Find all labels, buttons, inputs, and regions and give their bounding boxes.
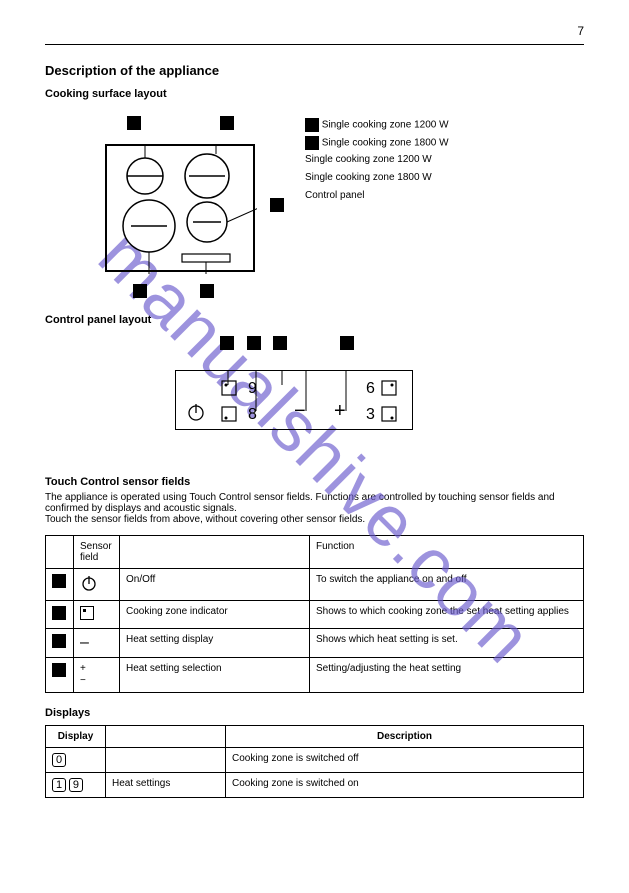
callout-box-4 xyxy=(133,284,147,298)
hob-outline xyxy=(105,144,255,272)
page-number: 7 xyxy=(45,0,584,44)
subsection-displays: Displays xyxy=(45,707,584,719)
svg-text:−: − xyxy=(294,400,306,422)
touch-desc: The appliance is operated using Touch Co… xyxy=(45,492,584,525)
svg-text:8: 8 xyxy=(248,406,257,423)
subsection-touch: Touch Control sensor fields xyxy=(45,476,584,488)
panel-callout-4 xyxy=(340,336,354,350)
displays-table: Display Description 0 Cooking zone is sw… xyxy=(45,725,584,798)
svg-text:9: 9 xyxy=(248,380,257,397)
disp-row-2: 1 9 Heat settings Cooking zone is switch… xyxy=(46,773,584,798)
legend-row-1: Single cooking zone 1200 W xyxy=(305,118,449,132)
callout-box-3 xyxy=(270,198,284,212)
legend-row-5: Control panel xyxy=(305,190,364,201)
fn-row-4: +− Heat setting selection Setting/adjust… xyxy=(46,658,584,693)
svg-text:6: 6 xyxy=(366,380,375,397)
panel-callout-2 xyxy=(247,336,261,350)
fn-hdr-function: Function xyxy=(310,536,584,569)
fn-hdr-sensor: Sensor field xyxy=(74,536,120,569)
disp-row-1: 0 Cooking zone is switched off xyxy=(46,748,584,773)
subsection-layout: Cooking surface layout xyxy=(45,88,584,100)
disp-hdr-b: Description xyxy=(226,726,584,748)
callout-box-5 xyxy=(200,284,214,298)
panel-diagram: 9 8 − + 6 3 xyxy=(45,336,584,466)
fn-row-1: On/Off To switch the appliance on and of… xyxy=(46,569,584,601)
functions-table: Sensor field Function On/Off To switch t… xyxy=(45,535,584,693)
fn-row-3: – Heat setting display Shows which heat … xyxy=(46,629,584,658)
svg-text:3: 3 xyxy=(366,406,375,423)
panel-callout-1 xyxy=(220,336,234,350)
disp-hdr-a: Display xyxy=(46,726,106,748)
section-title: Description of the appliance xyxy=(45,63,584,78)
legend-row-2: Single cooking zone 1800 W xyxy=(305,136,449,150)
svg-text:+: + xyxy=(334,400,346,422)
panel-callout-3 xyxy=(273,336,287,350)
fn-row-2: Cooking zone indicator Shows to which co… xyxy=(46,601,584,629)
top-rule xyxy=(45,44,584,45)
legend-row-4: Single cooking zone 1800 W xyxy=(305,172,432,183)
callout-box-1 xyxy=(127,116,141,130)
cooktop-diagram: Single cooking zone 1200 W Single cookin… xyxy=(45,114,584,304)
panel-box: 9 8 − + 6 3 xyxy=(175,370,413,430)
subsection-panel: Control panel layout xyxy=(45,314,584,326)
callout-box-2 xyxy=(220,116,234,130)
legend-row-3: Single cooking zone 1200 W xyxy=(305,154,432,165)
